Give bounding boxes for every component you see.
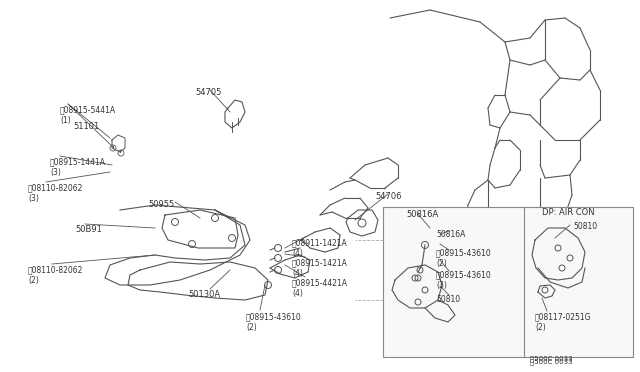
Text: 50B91: 50B91 bbox=[75, 225, 102, 234]
Text: Ⓝ08911-1421A
(4): Ⓝ08911-1421A (4) bbox=[292, 238, 348, 258]
Text: 51101: 51101 bbox=[73, 122, 99, 131]
Text: Ⓑ08110-82062
(3): Ⓑ08110-82062 (3) bbox=[28, 183, 83, 203]
Text: Ⓥ08915-4421A
(4): Ⓥ08915-4421A (4) bbox=[292, 278, 348, 298]
Text: DP: AIR CON: DP: AIR CON bbox=[542, 208, 595, 217]
Text: 倌500C 0033: 倌500C 0033 bbox=[530, 355, 573, 362]
Text: 倌500C 0033: 倌500C 0033 bbox=[530, 358, 573, 365]
Text: 50130A: 50130A bbox=[188, 290, 220, 299]
Text: 50955: 50955 bbox=[148, 200, 174, 209]
Text: Ⓑ08117-0251G
(2): Ⓑ08117-0251G (2) bbox=[535, 312, 591, 332]
Text: Ⓑ08110-82062
(2): Ⓑ08110-82062 (2) bbox=[28, 265, 83, 285]
Text: Ⓦ08915-43610
(2): Ⓦ08915-43610 (2) bbox=[436, 248, 492, 268]
Text: 50810: 50810 bbox=[436, 295, 460, 304]
Text: 50816A: 50816A bbox=[406, 210, 438, 219]
Text: 50810: 50810 bbox=[573, 222, 597, 231]
Text: Ⓦ08915-5441A
(1): Ⓦ08915-5441A (1) bbox=[60, 105, 116, 125]
Text: Ⓦ08915-43610
(2): Ⓦ08915-43610 (2) bbox=[246, 312, 301, 332]
Text: Ⓦ08915-43610
(3): Ⓦ08915-43610 (3) bbox=[436, 270, 492, 290]
Text: 54705: 54705 bbox=[195, 88, 221, 97]
Text: 54706: 54706 bbox=[375, 192, 401, 201]
Text: 50816A: 50816A bbox=[436, 230, 465, 239]
Text: Ⓦ08915-1421A
(4): Ⓦ08915-1421A (4) bbox=[292, 258, 348, 278]
Text: Ⓥ08915-1441A
(3): Ⓥ08915-1441A (3) bbox=[50, 157, 106, 177]
Bar bbox=[383, 207, 633, 357]
